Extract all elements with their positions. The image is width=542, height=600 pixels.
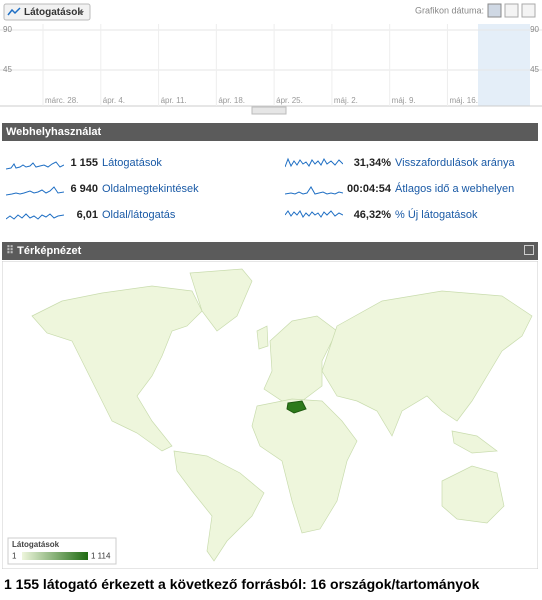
dropdown-label: Látogatások	[24, 7, 83, 18]
y-tick-label: 45	[3, 65, 12, 74]
sparkline	[285, 157, 343, 168]
legend-title: Látogatások	[12, 540, 60, 549]
drag-handle: ⠿	[6, 245, 15, 257]
metric-label[interactable]: Oldalmegtekintések	[102, 183, 199, 195]
x-tick-label: máj. 2.	[334, 96, 358, 105]
section-title: Webhelyhasználat	[6, 126, 102, 138]
sparkline	[6, 186, 64, 196]
y-tick-label: 90	[530, 25, 539, 34]
x-tick-label: máj. 9.	[392, 96, 416, 105]
x-tick-label: máj. 16.	[449, 96, 477, 105]
legend-min: 1	[12, 552, 17, 561]
legend-max: 1 114	[91, 552, 111, 561]
footer-text: 1 155 látogató érkezett a következő forr…	[4, 576, 480, 592]
sparkline-path	[285, 157, 343, 168]
metric-value: 46,32%	[353, 209, 391, 221]
north-america	[31, 285, 203, 452]
view-day[interactable]	[487, 3, 502, 18]
indonesia	[451, 430, 498, 454]
metric-label[interactable]: Látogatások	[102, 157, 162, 169]
sparkline	[6, 213, 64, 220]
metric-value: 00:04:54	[347, 183, 392, 195]
metric: 31,34% Visszafordulások aránya	[285, 153, 515, 173]
section-header: Webhelyhasználat	[2, 123, 538, 141]
highlight-range	[478, 24, 530, 106]
metric: 1 155 Látogatások	[6, 153, 162, 173]
x-tick-label: ápr. 4.	[103, 96, 125, 105]
metric-label[interactable]: Visszafordulások aránya	[395, 157, 515, 169]
metric-label[interactable]: Oldal/látogatás	[102, 209, 176, 221]
y-tick-label: 45	[530, 65, 539, 74]
australia	[441, 465, 505, 524]
x-tick-label: ápr. 25.	[276, 96, 303, 105]
x-tick-label: ápr. 18.	[218, 96, 245, 105]
south-america	[173, 450, 265, 562]
sparkline	[285, 210, 343, 218]
metric-label[interactable]: % Új látogatások	[395, 209, 478, 221]
metric: 6 940 Oldalmegtekintések	[6, 179, 199, 199]
dropdown-icon	[7, 7, 21, 16]
metric-value: 6 940	[70, 183, 98, 195]
uk	[256, 325, 269, 350]
metric: 00:04:54 Átlagos idő a webhelyen	[285, 179, 514, 199]
metric-label[interactable]: Átlagos idő a webhelyen	[395, 183, 515, 195]
metric-value: 6,01	[76, 209, 98, 221]
asia	[321, 290, 533, 437]
metric: 6,01 Oldal/látogatás	[6, 205, 175, 225]
sparkline-path	[6, 213, 64, 220]
date-label: Grafikon dátuma:	[415, 5, 484, 15]
graph-panel: Látogatások Grafikon dátuma: 45 45 90 90 már…	[0, 3, 542, 115]
sparkline-path	[285, 210, 343, 218]
view-week[interactable]	[504, 3, 519, 18]
x-tick-label: márc. 28.	[45, 96, 78, 105]
hungary	[286, 400, 307, 414]
close-button[interactable]	[524, 245, 534, 255]
legend-scale	[22, 552, 88, 560]
x-tick-label: ápr. 11.	[161, 96, 187, 105]
sparkline	[6, 161, 64, 170]
view-month[interactable]	[521, 3, 536, 18]
resize-handle[interactable]	[251, 106, 287, 115]
sparkline-path	[285, 186, 343, 195]
metric: 46,32% % Új látogatások	[285, 205, 478, 225]
y-tick-label: 90	[3, 25, 12, 34]
metric-dropdown[interactable]	[3, 3, 91, 21]
section-title: Térképnézet	[17, 245, 82, 257]
sparkline	[285, 186, 343, 195]
africa	[251, 398, 358, 534]
dropdown-arrow	[78, 11, 84, 15]
sparkline-path	[6, 161, 64, 170]
europe	[263, 315, 338, 402]
sparkline-path	[6, 186, 64, 196]
metric-value: 31,34%	[353, 157, 391, 169]
metric-value: 1 155	[70, 157, 98, 169]
greenland	[189, 268, 253, 332]
world-map: Látogatások 1 1 114	[2, 261, 538, 569]
section-header: ⠿ Térképnézet	[2, 242, 538, 260]
